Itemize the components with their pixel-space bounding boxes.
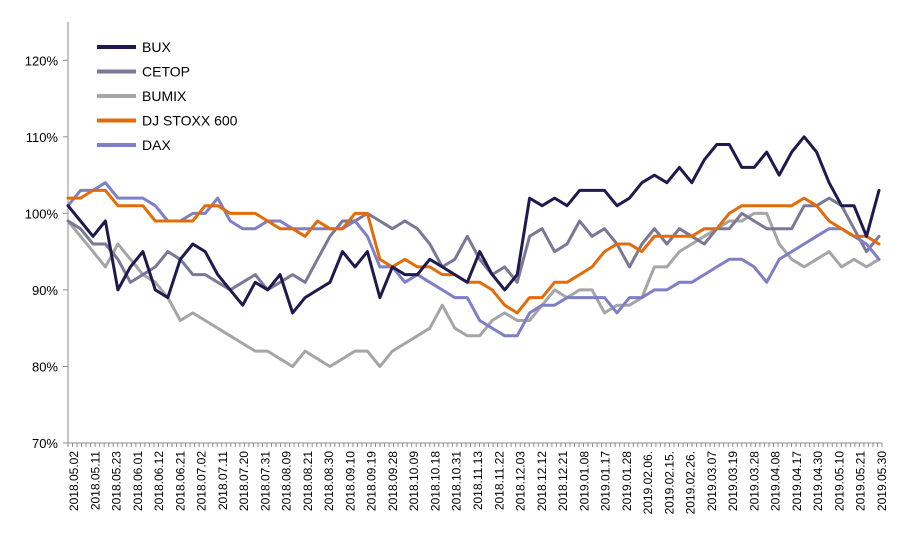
x-tick-label: 2019.01.08 <box>577 451 591 511</box>
series-line-cetop <box>66 196 881 292</box>
series-line-bumix <box>66 211 881 368</box>
legend-label: CETOP <box>142 64 190 80</box>
x-tick-label: 2018.09.28 <box>386 451 400 511</box>
x-tick-label: 2018.11.22 <box>492 451 506 510</box>
legend: BUX CETOP BUMIX DJ STOXX 600 DAX <box>97 39 238 153</box>
x-tick-label: 2018.06.12 <box>152 451 166 511</box>
series-line-bux <box>66 135 881 315</box>
x-tick-label: 2018.09.19 <box>365 451 379 511</box>
x-tick-label: 2018.05.02 <box>67 451 81 511</box>
x-tick-label: 2019.02.26. <box>684 451 698 514</box>
x-tick-label: 2019.03.19 <box>726 451 740 511</box>
y-tick-label: 120% <box>25 53 59 68</box>
series-lines <box>66 135 881 368</box>
y-tick-label: 80% <box>32 359 58 374</box>
x-tick-label: 2018.09.10 <box>343 451 357 511</box>
x-tick-label: 2019.04.17 <box>790 451 804 511</box>
x-tick-label: 2019.03.28 <box>747 451 761 511</box>
legend-label: BUMIX <box>142 88 187 104</box>
x-tick-label: 2019.01.17 <box>599 451 613 511</box>
x-tick-label: 2018.07.11 <box>216 451 230 510</box>
x-tick-label: 2018.10.31 <box>450 451 464 511</box>
x-tick-label: 2018.08.30 <box>322 451 336 511</box>
x-tick-label: 2019.05.10 <box>832 451 846 511</box>
x-tick-label: 2018.06.21 <box>173 451 187 511</box>
x-tick-label: 2019.03.07 <box>705 451 719 511</box>
x-tick-label: 2019.04.08 <box>769 451 783 511</box>
y-tick-label: 100% <box>25 206 59 221</box>
x-tick-label: 2018.11.13 <box>471 451 485 510</box>
x-tick-label: 2018.05.23 <box>110 451 124 511</box>
x-tick-label: 2018.08.09 <box>280 451 294 511</box>
y-axis-ticks: 70% 80% 90% 100% 110% 120% <box>25 53 68 451</box>
legend-label: DJ STOXX 600 <box>142 113 238 129</box>
y-tick-label: 70% <box>32 436 58 451</box>
x-tick-label: 2018.12.03 <box>514 451 528 511</box>
legend-label: DAX <box>142 137 171 153</box>
x-tick-label: 2018.12.21 <box>556 451 570 511</box>
x-tick-label: 2018.10.09 <box>407 451 421 511</box>
x-tick-label: 2019.01.28 <box>620 451 634 511</box>
x-tick-label: 2018.12.12 <box>535 451 549 511</box>
x-axis-ticks: 2018.05.02 2018.05.11 2018.05.23 2018.06.01… <box>67 443 889 514</box>
x-tick-label: 2018.05.11 <box>88 451 102 510</box>
y-tick-label: 90% <box>32 283 58 298</box>
series-line-dj-stoxx-600 <box>66 188 881 315</box>
x-tick-label: 2019.04.30 <box>811 451 825 511</box>
x-tick-label: 2018.07.31 <box>258 451 272 511</box>
series-line-dax <box>66 181 881 338</box>
x-tick-label: 2018.06.01 <box>131 451 145 511</box>
x-tick-label: 2019.05.21 <box>854 451 868 511</box>
x-tick-label: 2019.02.15. <box>662 451 676 514</box>
x-tick-label: 2018.10.18 <box>428 451 442 511</box>
x-tick-label: 2018.07.20 <box>237 451 251 511</box>
y-tick-label: 110% <box>26 130 59 145</box>
x-tick-label: 2019.05.30 <box>875 451 889 511</box>
axes <box>67 22 882 444</box>
x-tick-label: 2018.08.21 <box>301 451 315 511</box>
x-tick-label: 2019.02.06. <box>641 451 655 514</box>
legend-label: BUX <box>142 39 171 55</box>
x-tick-label: 2018.07.02 <box>195 451 209 511</box>
